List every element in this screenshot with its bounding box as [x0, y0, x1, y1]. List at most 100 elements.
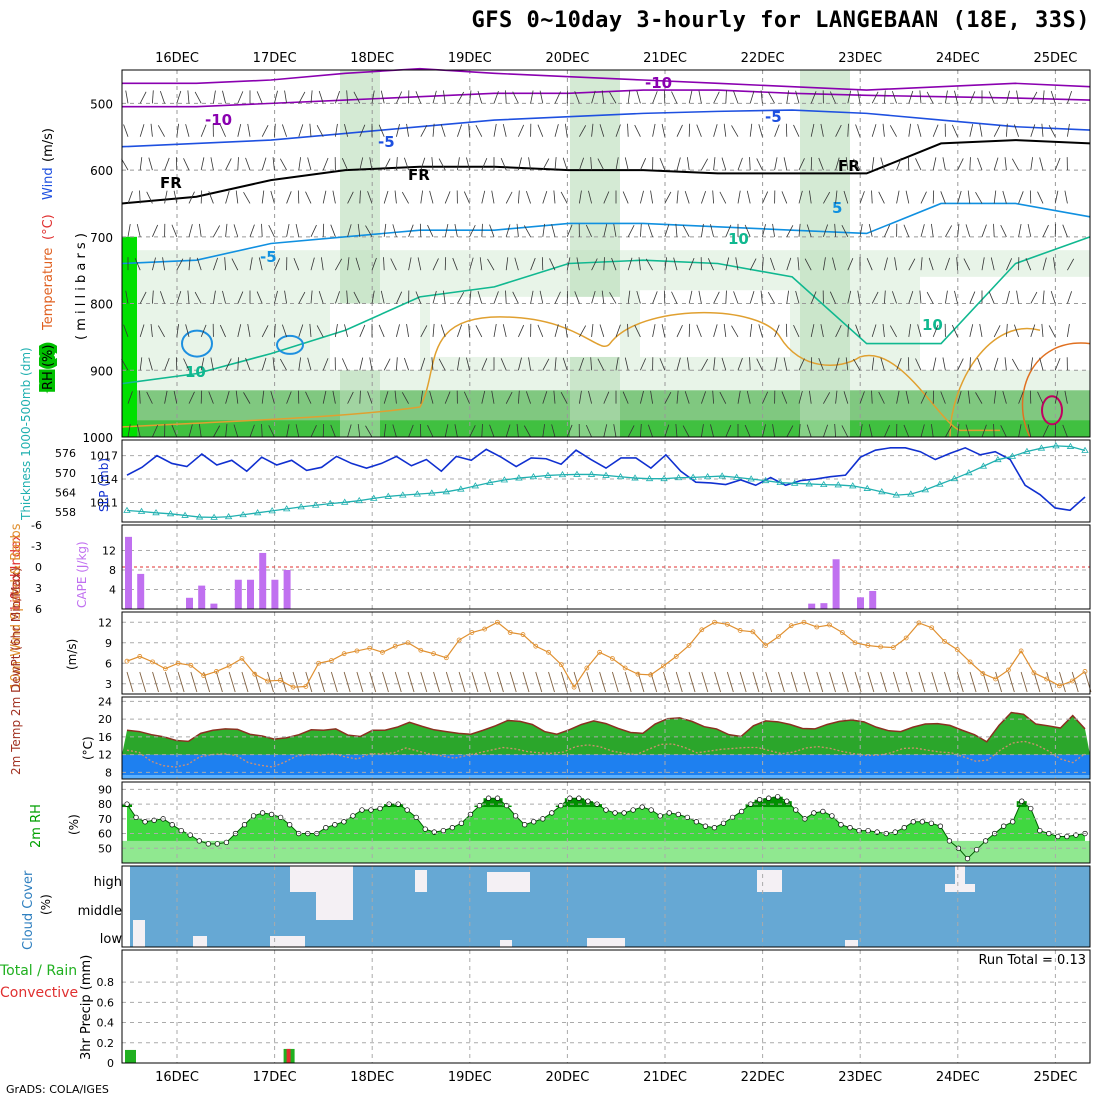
top-tick-18DEC: 18DEC [350, 51, 394, 66]
thickness-point [732, 473, 741, 480]
cloud-ylabel-unit: (%) [39, 894, 53, 915]
wind-speed-point [993, 676, 998, 682]
rh-point [702, 823, 709, 829]
wind-speed-point [303, 684, 309, 689]
wind-speed-point [1057, 683, 1062, 689]
cloud-ylabel: Cloud Cover [21, 870, 36, 950]
cape-bar-10 [808, 603, 816, 609]
wind-barb [778, 671, 785, 693]
rh-point [901, 825, 907, 831]
thickness-point [863, 484, 871, 491]
wind-speed-point [507, 630, 513, 635]
cape-bar-6 [247, 579, 254, 609]
rh-point [323, 825, 329, 831]
wind-speed-point [597, 649, 603, 655]
cloud-patch-11 [587, 938, 625, 947]
ylabel-temp-units: (°C) [81, 736, 95, 760]
wind-barb [177, 671, 185, 693]
wind-speed-point [750, 629, 756, 635]
thickness-point [529, 472, 538, 480]
thickness-point [674, 473, 683, 481]
wind-speed-point [175, 660, 181, 666]
wind-speed-point [827, 622, 832, 628]
wind-speed-point [584, 665, 590, 671]
thickness-point [442, 488, 451, 495]
wind-barb [407, 671, 415, 693]
wind-barb [918, 671, 926, 693]
rh-point [522, 822, 528, 828]
thickness-tick-570: 570 [55, 467, 76, 480]
rh-point [1019, 798, 1025, 804]
rh-point [1055, 833, 1061, 840]
thickness-point [471, 482, 480, 489]
thickness-point [1037, 444, 1046, 451]
wind-speed-point [891, 645, 896, 650]
wind-tick-12: 12 [98, 616, 112, 629]
thickness-point [210, 513, 218, 520]
bottom-tick-22DEC: 22DEC [741, 1070, 785, 1085]
rh-point [612, 810, 618, 816]
ylabel-wind: Wind [41, 167, 56, 200]
rh-tick-90: 90 [98, 783, 112, 796]
thickness-tick-558: 558 [55, 506, 76, 519]
rh-point [377, 805, 383, 812]
wind-barb [535, 671, 543, 693]
wind-speed-point [967, 659, 973, 665]
wind-speed-point [380, 649, 385, 655]
cloud-patch-5 [757, 870, 782, 892]
thickness-line [126, 445, 1086, 519]
ylabel-lifted-index: Lifted Index [9, 533, 24, 610]
thickness-point [1023, 447, 1031, 454]
thickness-point [428, 489, 436, 496]
rh-point [223, 839, 230, 846]
wind-barb [701, 671, 709, 693]
wind-barb [548, 671, 555, 693]
thickness-point [718, 472, 726, 479]
cape-ylabel-left: Lifted Index [9, 533, 24, 610]
precip-tick-0: 0 [107, 1057, 114, 1070]
rh-point [829, 813, 835, 819]
rh-point [214, 841, 221, 847]
rh-point [494, 795, 501, 801]
cape-bar-12 [832, 559, 840, 609]
wind-speed-point [328, 658, 334, 663]
thickness-point [486, 478, 494, 486]
wind-barb [829, 671, 836, 693]
li-tick-3: 3 [35, 582, 42, 595]
bottom-tick-20DEC: 20DEC [545, 1070, 589, 1085]
isotherm--10b [122, 89, 1091, 108]
wind-speed-line [126, 621, 1086, 689]
rh-point [639, 804, 645, 810]
wind-barb [675, 671, 683, 693]
cape-bar-11 [820, 603, 828, 609]
precip-run-total: Run Total = 0.13 [978, 953, 1086, 968]
wind-speed-point [776, 634, 781, 639]
wind-speed-point [558, 662, 564, 668]
li-tick--3: -3 [31, 540, 42, 553]
temp-cold-band [122, 754, 1090, 779]
thickness-point [892, 491, 901, 498]
thickness-point [645, 474, 654, 482]
thickness-point [253, 509, 262, 516]
wind-speed-point [162, 666, 168, 672]
temp-tick-16: 16 [98, 731, 112, 744]
wind-barb [496, 671, 504, 693]
rh-point [621, 810, 627, 816]
isotherm-label-7: -5 [260, 248, 277, 266]
wind-barb [215, 671, 223, 693]
thickness-point [936, 480, 944, 487]
wind-barb [560, 671, 568, 693]
rh-point [1064, 833, 1070, 840]
thickness-tick-564: 564 [55, 486, 76, 499]
wind-barb [126, 671, 134, 693]
panel-frame-precip [121, 949, 1091, 1064]
wind-ylabel-unit: (m/s) [65, 639, 79, 670]
wind-speed-point [495, 619, 500, 625]
cloud-patch-2 [316, 892, 353, 920]
precip-bar-total-0 [125, 1049, 136, 1063]
ylabel-cloud-cover: Cloud Cover [21, 870, 36, 950]
thickness-point [573, 470, 581, 477]
cloud-patch-13 [500, 940, 512, 947]
wind-speed-point [1018, 648, 1024, 654]
